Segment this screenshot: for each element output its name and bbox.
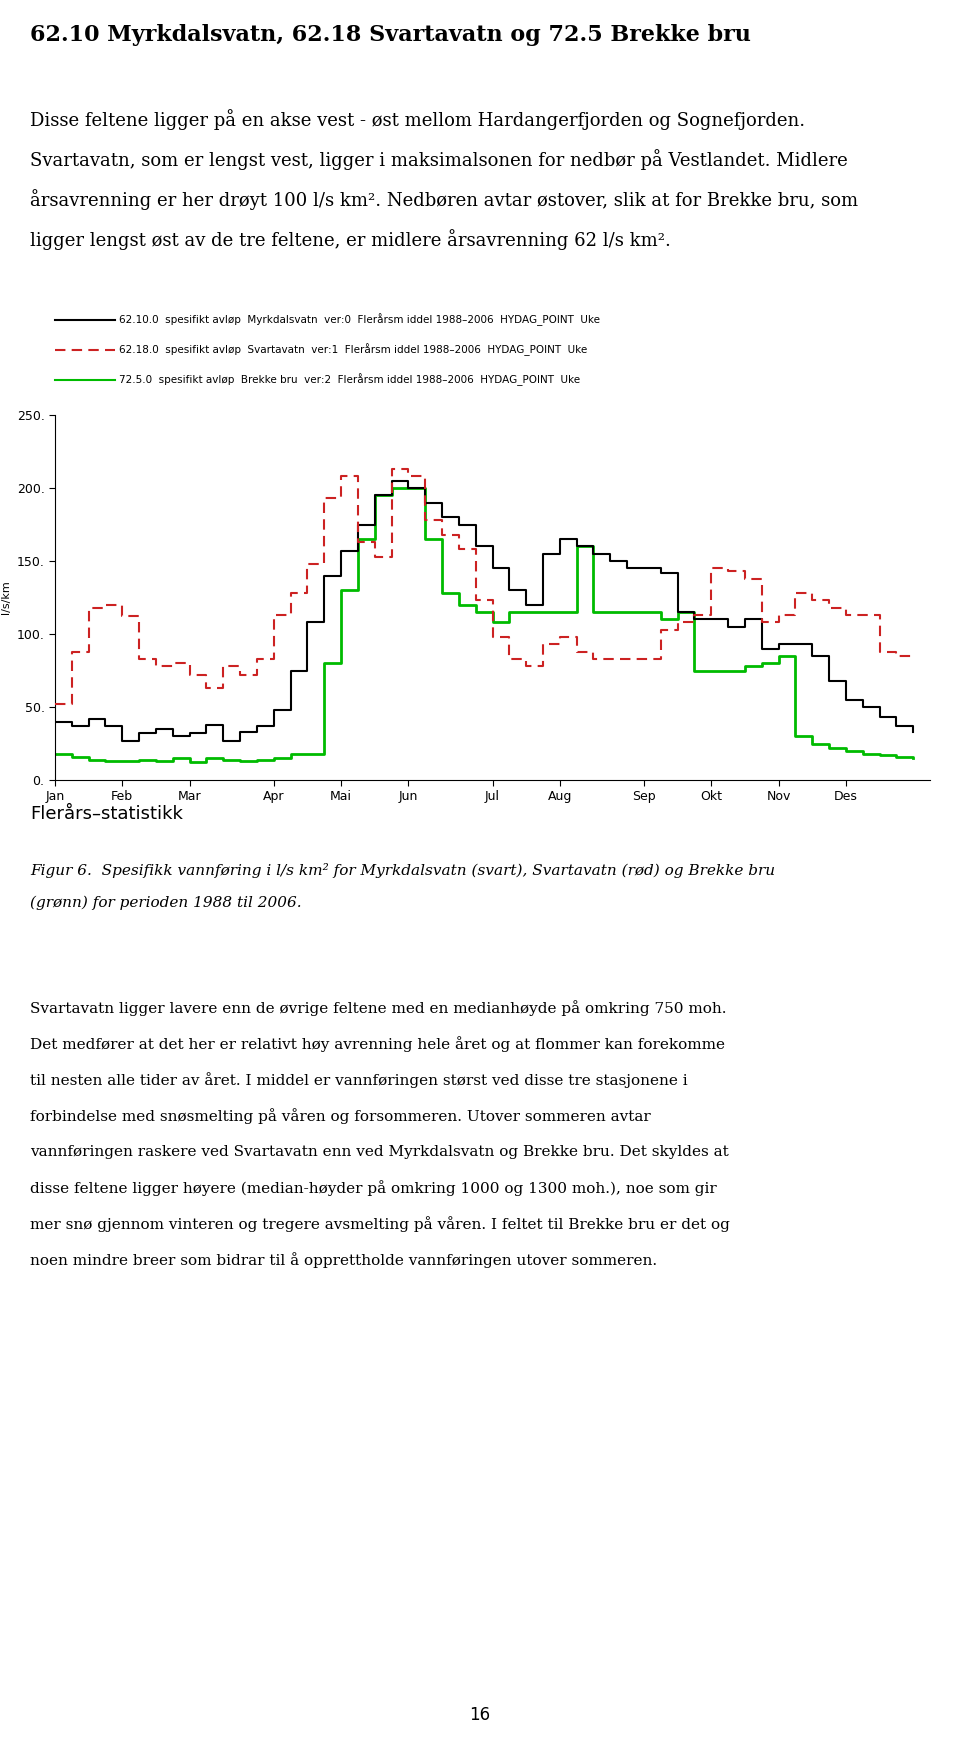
Text: årsavrenning er her drøyt 100 l/s km². Nedbøren avtar østover, slik at for Brekk: årsavrenning er her drøyt 100 l/s km². N… [30, 189, 858, 210]
Text: 16: 16 [469, 1706, 491, 1724]
Text: 62.10 Myrkdalsvatn, 62.18 Svartavatn og 72.5 Brekke bru: 62.10 Myrkdalsvatn, 62.18 Svartavatn og … [30, 24, 751, 45]
Text: Disse feltene ligger på en akse vest - øst mellom Hardangerfjorden og Sognefjord: Disse feltene ligger på en akse vest - ø… [30, 110, 805, 131]
Text: 72.5.0  spesifikt avløp  Brekke bru  ver:2  Flerårsm iddel 1988–2006  HYDAG_POIN: 72.5.0 spesifikt avløp Brekke bru ver:2 … [119, 374, 580, 386]
Text: forbindelse med snøsmelting på våren og forsommeren. Utover sommeren avtar: forbindelse med snøsmelting på våren og … [30, 1108, 651, 1124]
Text: til nesten alle tider av året. I middel er vannføringen størst ved disse tre sta: til nesten alle tider av året. I middel … [30, 1072, 687, 1087]
Text: mer snø gjennom vinteren og tregere avsmelting på våren. I feltet til Brekke bru: mer snø gjennom vinteren og tregere avsm… [30, 1217, 730, 1232]
Text: (grønn) for perioden 1988 til 2006.: (grønn) for perioden 1988 til 2006. [30, 895, 301, 911]
Text: Figur 6.  Spesifikk vannføring i l/s km² for Myrkdalsvatn (svart), Svartavatn (r: Figur 6. Spesifikk vannføring i l/s km² … [30, 864, 775, 879]
Text: disse feltene ligger høyere (median-høyder på omkring 1000 og 1300 moh.), noe so: disse feltene ligger høyere (median-høyd… [30, 1180, 717, 1196]
Text: vannføringen raskere ved Svartavatn enn ved Myrkdalsvatn og Brekke bru. Det skyl: vannføringen raskere ved Svartavatn enn … [30, 1145, 729, 1159]
Y-axis label: spesifikt avløp
l/s/km: spesifikt avløp l/s/km [0, 558, 12, 638]
Text: Svartavatn, som er lengst vest, ligger i maksimalsonen for nedbør på Vestlandet.: Svartavatn, som er lengst vest, ligger i… [30, 150, 848, 171]
Text: 62.10.0  spesifikt avløp  Myrkdalsvatn  ver:0  Flerårsm iddel 1988–2006  HYDAG_P: 62.10.0 spesifikt avløp Myrkdalsvatn ver… [119, 313, 600, 327]
Text: Det medfører at det her er relativt høy avrenning hele året og at flommer kan fo: Det medfører at det her er relativt høy … [30, 1037, 725, 1052]
Text: Svartavatn ligger lavere enn de øvrige feltene med en medianhøyde på omkring 750: Svartavatn ligger lavere enn de øvrige f… [30, 1000, 727, 1016]
Text: Flerårs–statistikk: Flerårs–statistikk [30, 806, 182, 823]
Text: ligger lengst øst av de tre feltene, er midlere årsavrenning 62 l/s km².: ligger lengst øst av de tre feltene, er … [30, 229, 671, 250]
Text: noen mindre breer som bidrar til å opprettholde vannføringen utover sommeren.: noen mindre breer som bidrar til å oppre… [30, 1252, 658, 1267]
Text: 62.18.0  spesifikt avløp  Svartavatn  ver:1  Flerårsm iddel 1988–2006  HYDAG_POI: 62.18.0 spesifikt avløp Svartavatn ver:1… [119, 344, 587, 357]
